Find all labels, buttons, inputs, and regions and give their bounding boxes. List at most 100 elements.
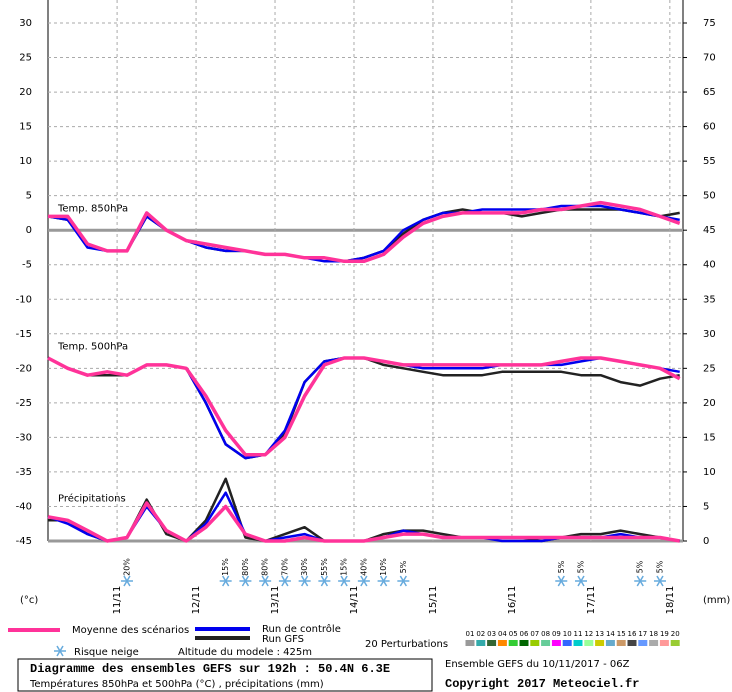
perturbation-swatch [530, 640, 540, 646]
y-tick-label: -15 [16, 329, 32, 340]
y2-tick-label: 45 [703, 225, 716, 236]
panel-label: Temp. 500hPa [57, 342, 128, 353]
perturbation-number: 19 [660, 630, 669, 638]
y2-tick-label: 0 [703, 536, 709, 547]
perturbation-number: 07 [530, 630, 539, 638]
series-line [48, 200, 681, 264]
run-info: Ensemble GEFS du 10/11/2017 - 06Z [445, 659, 630, 670]
y2-unit: (mm) [703, 595, 730, 606]
snow-risk-label: 70% [280, 558, 289, 576]
snow-risk-label: 20% [122, 558, 131, 576]
snow-icon [298, 575, 311, 587]
y-tick-label: 5 [26, 191, 32, 202]
series-line [47, 501, 681, 543]
legend-label: Run GFS [262, 634, 304, 645]
snow-icon [54, 645, 66, 657]
perturbation-swatch [659, 640, 669, 646]
snow-risk-label: 40% [359, 558, 368, 576]
perturbation-swatch [573, 640, 583, 646]
x-tick-label: 14/11 [349, 586, 360, 615]
x-tick-label: 16/11 [507, 586, 518, 615]
y-tick-label: -25 [16, 398, 32, 409]
panel-label: Temp. 850hPa [57, 203, 128, 214]
y-tick-label: 25 [19, 53, 32, 64]
snow-risk-label: 10% [379, 558, 388, 576]
snow-risk-label: 80% [261, 558, 270, 576]
snow-icon-stroke [340, 575, 348, 587]
snow-risk-label: 15% [221, 558, 230, 576]
y2-tick-label: 35 [703, 294, 716, 305]
perturbation-number: 10 [563, 630, 572, 638]
snow-icon-stroke [241, 575, 250, 587]
snow-risk-label: 5% [577, 560, 586, 573]
snow-icon-stroke [123, 575, 131, 587]
perturbation-swatch [541, 640, 551, 646]
perturbations-label: 20 Perturbations [365, 639, 448, 650]
snow-risk-label: 5% [399, 560, 408, 573]
snow-risk-label: 5% [655, 560, 664, 573]
y-tick-label: -40 [16, 501, 32, 512]
y-tick-label: -5 [22, 260, 32, 271]
y-tick-label: 30 [19, 18, 32, 29]
snow-icon-stroke [320, 575, 329, 587]
snow-risk-label: 15% [340, 558, 349, 576]
chart-title: Diagramme des ensembles GEFS sur 192h : … [30, 662, 390, 676]
perturbation-number: 09 [552, 630, 561, 638]
legend-label: Risque neige [74, 647, 139, 658]
x-tick-label: 11/11 [112, 586, 123, 615]
y2-tick-label: 55 [703, 156, 716, 167]
perturbation-number: 17 [638, 630, 647, 638]
perturbation-swatch [465, 640, 475, 646]
y2-tick-label: 15 [703, 432, 716, 443]
perturbation-swatch [605, 640, 615, 646]
x-tick-label: 18/11 [665, 586, 676, 615]
snow-icon [357, 575, 370, 587]
y-tick-label: -30 [16, 432, 32, 443]
perturbation-number: 06 [520, 630, 529, 638]
snow-risk-label: 55% [320, 558, 329, 576]
y-tick-label: -20 [16, 363, 32, 374]
perturbation-number: 11 [574, 630, 583, 638]
x-tick-label: 13/11 [270, 586, 281, 615]
snow-icon [634, 575, 647, 587]
y2-tick-label: 50 [703, 191, 716, 202]
perturbation-swatch [584, 640, 594, 646]
snow-icon-stroke [557, 575, 565, 587]
snow-icon-stroke [281, 575, 289, 587]
snow-icon [338, 575, 351, 587]
perturbation-number: 08 [541, 630, 550, 638]
perturbation-swatch [508, 640, 518, 646]
legend-label: Moyenne des scénarios [72, 624, 189, 636]
perturbation-number: 16 [628, 630, 637, 638]
chart-subtitle: Températures 850hPa et 500hPa (°C) , pré… [29, 678, 324, 690]
y2-tick-label: 65 [703, 87, 716, 98]
perturbation-swatch [616, 640, 626, 646]
perturbation-swatch [649, 640, 659, 646]
snow-icon [239, 575, 252, 587]
perturbation-swatch [476, 640, 486, 646]
snow-icon-stroke [222, 575, 230, 587]
x-tick-label: 12/11 [191, 586, 202, 615]
snow-icon [397, 575, 410, 587]
y-tick-label: -45 [16, 536, 32, 547]
snow-icon [653, 575, 666, 587]
perturbation-number: 18 [649, 630, 658, 638]
snow-icon [219, 575, 232, 587]
snow-icon-stroke [261, 575, 269, 587]
snow-icon-stroke [636, 575, 644, 587]
perturbation-number: 01 [466, 630, 475, 638]
y-unit: (°c) [20, 595, 38, 606]
y2-tick-label: 10 [703, 467, 716, 478]
y2-tick-label: 25 [703, 363, 716, 374]
perturbation-swatch [562, 640, 572, 646]
y2-tick-label: 20 [703, 398, 716, 409]
y2-tick-label: 5 [703, 501, 709, 512]
x-tick-label: 15/11 [428, 586, 439, 615]
y2-tick-label: 70 [703, 53, 716, 64]
y-tick-label: 15 [19, 122, 32, 133]
snow-icon [278, 575, 291, 587]
series-line [47, 356, 681, 457]
snow-icon-stroke [399, 575, 407, 587]
perturbation-swatch [487, 640, 497, 646]
